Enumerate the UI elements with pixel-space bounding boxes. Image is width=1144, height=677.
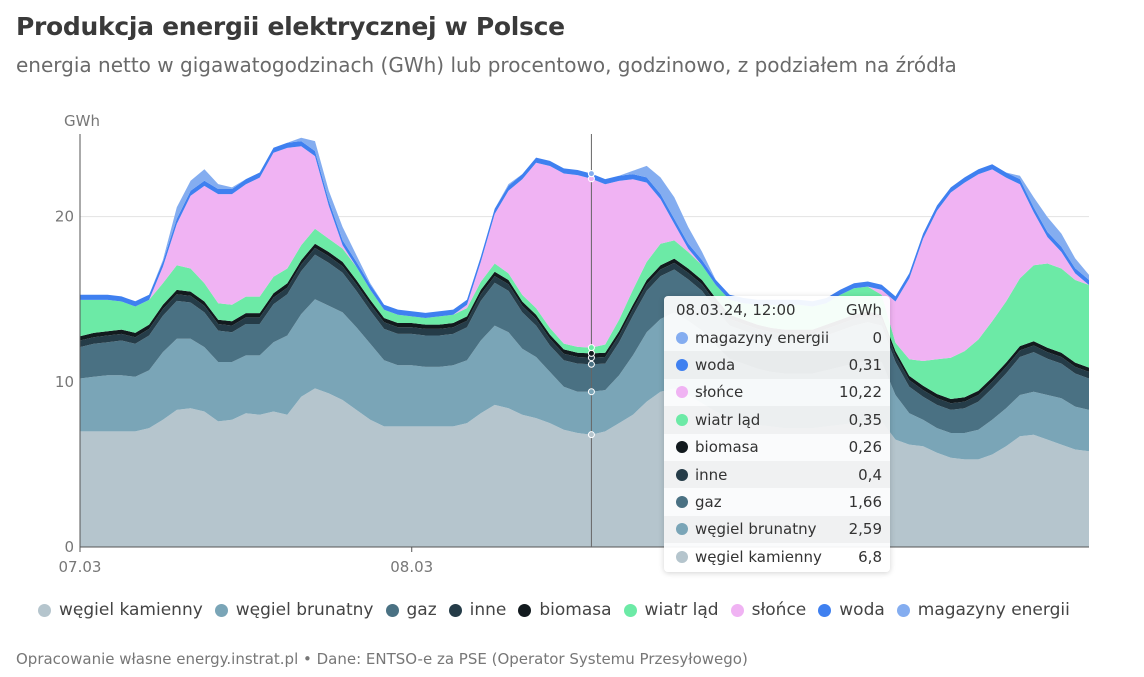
tooltip-series-value: 1,66	[848, 493, 882, 512]
tooltip-series-value: 0,4	[858, 465, 882, 484]
tooltip-unit: GWh	[846, 301, 882, 319]
legend-label: wiatr ląd	[644, 600, 719, 620]
tooltip-series-value: 6,8	[858, 547, 882, 566]
tooltip-series-name: węgiel kamienny	[695, 547, 822, 566]
chart-title: Produkcja energii elektrycznej w Polsce	[16, 12, 565, 41]
legend-dot-icon	[385, 603, 399, 617]
hover-marker	[587, 388, 595, 396]
tooltip-row: wiatr ląd 0,35	[664, 406, 890, 434]
tooltip-row: magazyny energii 0	[664, 324, 890, 351]
tooltip-row: węgiel brunatny 2,59	[664, 515, 890, 544]
legend-dot-icon	[448, 603, 462, 617]
legend-label: węgiel kamienny	[59, 600, 203, 620]
legend-item[interactable]: inne	[448, 600, 507, 620]
legend-dot-icon	[518, 603, 532, 617]
tooltip-row: woda 0,31	[664, 351, 890, 379]
legend-dot-icon	[214, 603, 228, 617]
stacked-area-chart[interactable]: 0 10 20 GWh 07.03 08.03	[0, 0, 1144, 600]
legend-dot-icon	[623, 603, 637, 617]
area-gaz	[80, 254, 1089, 433]
legend-label: węgiel brunatny	[235, 600, 374, 620]
tooltip-dot-icon	[676, 359, 688, 372]
legend-label: biomasa	[539, 600, 612, 620]
y-tick-label: 0	[64, 538, 74, 556]
tooltip-series-value: 0,35	[848, 410, 882, 429]
tooltip-dot-icon	[676, 550, 688, 563]
legend-item[interactable]: słońce	[730, 600, 807, 620]
tooltip-dot-icon	[676, 523, 688, 536]
legend-item[interactable]: woda	[818, 600, 885, 620]
y-tick-label: 20	[55, 208, 74, 226]
tooltip-dot-icon	[676, 386, 688, 399]
y-tick-label: 10	[55, 373, 74, 391]
legend-label: woda	[839, 600, 885, 620]
tooltip-series-name: magazyny energii	[695, 328, 830, 347]
tooltip-series-value: 0,31	[848, 356, 882, 375]
legend-item[interactable]: gaz	[385, 600, 437, 620]
tooltip-row: biomasa 0,26	[664, 434, 890, 461]
tooltip-row: węgiel kamienny 6,8	[664, 543, 890, 570]
tooltip-series-name: gaz	[695, 493, 722, 512]
tooltip-dot-icon	[676, 496, 688, 509]
tooltip-series-value: 0,26	[848, 438, 882, 457]
legend-label: gaz	[406, 600, 437, 620]
tooltip-series-name: inne	[695, 465, 728, 484]
legend-label: magazyny energii	[917, 600, 1070, 620]
legend-dot-icon	[818, 603, 832, 617]
tooltip-header: 08.03.24, 12:00 GWh	[664, 296, 890, 324]
tooltip-series-name: węgiel brunatny	[695, 520, 817, 539]
chart-subtitle: energia netto w gigawatogodzinach (GWh) …	[16, 53, 957, 77]
hover-marker	[587, 349, 595, 357]
legend-item[interactable]: węgiel kamienny	[38, 600, 203, 620]
tooltip-dot-icon	[676, 468, 688, 481]
tooltip-row: słońce 10,22	[664, 379, 890, 406]
hover-tooltip: 08.03.24, 12:00 GWh magazyny energii 0 wod…	[664, 296, 890, 572]
legend-label: słońce	[751, 600, 807, 620]
legend-dot-icon	[38, 603, 51, 617]
legend-item[interactable]: magazyny energii	[896, 600, 1070, 620]
tooltip-dot-icon	[676, 441, 688, 454]
x-tick-label: 08.03	[390, 558, 433, 576]
hover-marker	[587, 344, 595, 352]
legend-item[interactable]: biomasa	[518, 600, 612, 620]
tooltip-series-name: woda	[695, 356, 736, 375]
legend-label: inne	[469, 600, 507, 620]
x-tick-label: 07.03	[59, 558, 102, 576]
legend-dot-icon	[896, 603, 910, 617]
tooltip-series-value: 0	[872, 328, 882, 347]
tooltip-series-name: biomasa	[695, 438, 759, 457]
hover-marker	[587, 170, 595, 178]
tooltip-dot-icon	[676, 413, 688, 426]
tooltip-row: gaz 1,66	[664, 488, 890, 515]
tooltip-row: inne 0,4	[664, 460, 890, 489]
tooltip-dot-icon	[676, 331, 688, 344]
tooltip-series-name: słońce	[695, 383, 744, 402]
y-axis-label: GWh	[64, 112, 100, 130]
chart-legend[interactable]: węgiel kamienny węgiel brunatny gaz inne bio…	[38, 600, 1082, 620]
tooltip-series-value: 2,59	[848, 520, 882, 539]
source-footer: Opracowanie własne energy.instrat.pl • D…	[16, 650, 748, 668]
hover-marker	[587, 431, 595, 439]
legend-item[interactable]: wiatr ląd	[623, 600, 719, 620]
legend-item[interactable]: węgiel brunatny	[214, 600, 374, 620]
legend-dot-icon	[730, 603, 744, 617]
tooltip-series-value: 10,22	[839, 383, 882, 402]
hover-marker	[587, 360, 595, 368]
tooltip-series-name: wiatr ląd	[695, 410, 761, 429]
area-woda	[80, 141, 1089, 318]
area-słońce	[80, 146, 1089, 361]
tooltip-date: 08.03.24, 12:00	[676, 301, 796, 319]
